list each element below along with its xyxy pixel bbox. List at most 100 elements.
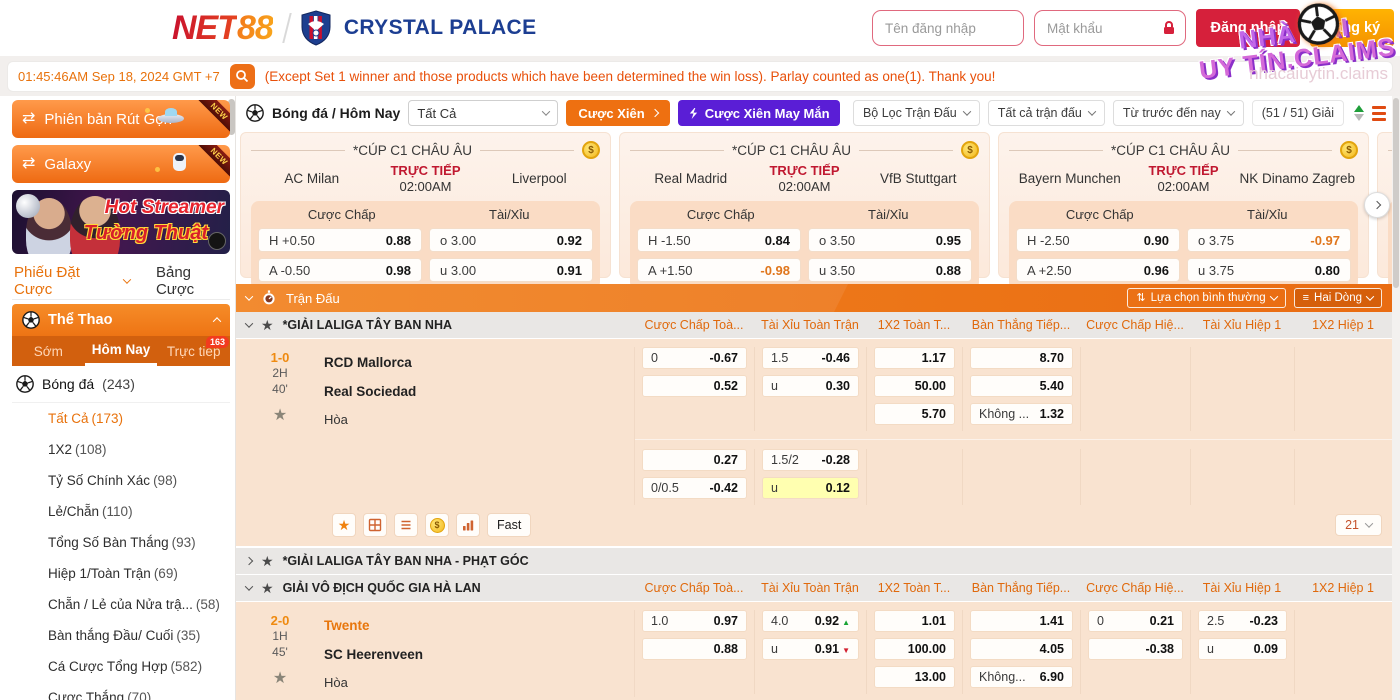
collapse-chevron-icon[interactable] — [244, 292, 254, 301]
sidebar-item[interactable]: Cá Cược Tổng Hợp (582) — [48, 659, 203, 674]
home-team[interactable]: RCD Mallorca — [324, 355, 412, 370]
odds-cell[interactable]: -0.38 — [1088, 638, 1183, 660]
tab-bet-board[interactable]: Bảng Cược — [155, 263, 195, 298]
odds-cell[interactable]: 0 0.21 — [1088, 610, 1183, 632]
league-star-icon[interactable]: ★ — [261, 579, 274, 596]
lucky-parlay-button[interactable]: Cược Xiên May Mắn — [677, 100, 840, 126]
expand-chevron-icon[interactable] — [244, 582, 254, 591]
home-team[interactable]: Twente — [324, 618, 370, 633]
time-range-dropdown[interactable]: Từ trước đến nay — [1112, 100, 1244, 126]
odds-cell[interactable]: A +1.50 -0.98 — [637, 258, 801, 283]
odds-cell[interactable]: Không ... 1.32 — [970, 403, 1073, 425]
odds-cell[interactable]: H +0.50 0.88 — [258, 228, 422, 253]
page-scrollbar[interactable] — [1392, 96, 1400, 700]
away-team[interactable]: Real Sociedad — [324, 384, 417, 399]
subtab-Sớm[interactable]: Sớm — [33, 343, 63, 359]
odds-cell[interactable]: u 3.75 0.80 — [1187, 258, 1351, 283]
search-button[interactable] — [229, 63, 255, 89]
tab-bet-slip[interactable]: Phiếu Đặt Cược — [12, 264, 132, 298]
normal-selection-dropdown[interactable]: ⇅ Lựa chọn bình thường — [1127, 288, 1286, 308]
odds-cell[interactable]: o 3.75 -0.97 — [1187, 228, 1351, 253]
username-input[interactable] — [872, 10, 1024, 46]
parlay-button[interactable]: Cược Xiên — [566, 100, 670, 126]
away-team[interactable]: SC Heerenveen — [324, 647, 424, 662]
subtab-Hôm Nay[interactable]: Hôm Nay — [84, 336, 158, 366]
league-header[interactable]: ★ *GIẢI LALIGA TÂY BAN NHA Cược Chấp Toà… — [236, 312, 1392, 338]
markets-list-button[interactable] — [394, 513, 418, 537]
odds-cell[interactable]: 4.05 — [970, 638, 1073, 660]
sidebar-item[interactable]: Chẵn / Lẻ của Nửa trậ... (58) — [48, 597, 220, 612]
odds-cell[interactable]: 1.01 — [874, 610, 955, 632]
two-rows-dropdown[interactable]: ≡ Hai Dòng — [1293, 288, 1382, 308]
odds-cell[interactable]: u 0.09 — [1198, 638, 1287, 660]
sidebar-item[interactable]: Cược Thắng (70) — [48, 690, 152, 700]
odds-cell[interactable]: 50.00 — [874, 375, 955, 397]
odds-cell[interactable]: u 3.00 0.91 — [429, 258, 593, 283]
odds-cell[interactable]: 5.40 — [970, 375, 1073, 397]
odds-cell[interactable]: u 3.50 0.88 — [808, 258, 972, 283]
favorite-star-button[interactable]: ★ — [332, 513, 356, 537]
subtab-Trực tiếp[interactable]: Trực tiếp 163 — [157, 336, 230, 366]
market-count-select[interactable]: 21 — [1335, 514, 1382, 536]
sidebar-item[interactable]: Bàn thắng Đầu/ Cuối (35) — [48, 628, 201, 643]
register-button[interactable]: Đăng ký — [1310, 9, 1394, 47]
odds-cell[interactable]: 1.5 -0.46 — [762, 347, 859, 369]
odds-cell[interactable]: 0 -0.67 — [642, 347, 747, 369]
odds-cell[interactable]: 8.70 — [970, 347, 1073, 369]
odds-cell[interactable]: u 0.12 — [762, 477, 859, 499]
galaxy-banner[interactable]: ⇄ Galaxy NEW — [12, 145, 230, 183]
cashout-coin-button[interactable]: $ — [425, 513, 449, 537]
league-star-icon[interactable]: ★ — [261, 552, 274, 569]
league-select[interactable]: Tất Cả — [408, 100, 559, 126]
odds-cell[interactable]: A +2.50 0.96 — [1016, 258, 1180, 283]
odds-cell[interactable]: 4.0 0.92 ▲ — [762, 610, 859, 632]
odds-cell[interactable]: o 3.00 0.92 — [429, 228, 593, 253]
sidebar-item[interactable]: 1X2 (108) — [48, 442, 107, 457]
odds-cell[interactable]: 0.88 — [642, 638, 747, 660]
password-input[interactable] — [1034, 10, 1186, 46]
sidebar-item[interactable]: Tổng Số Bàn Thắng (93) — [48, 535, 196, 550]
fast-bet-button[interactable]: Fast — [487, 513, 532, 537]
expand-chevron-icon[interactable] — [244, 556, 254, 566]
odds-cell[interactable]: 100.00 — [874, 638, 955, 660]
odds-cell[interactable]: A -0.50 0.98 — [258, 258, 422, 283]
all-matches-dropdown[interactable]: Tất cả trận đấu — [987, 100, 1105, 126]
odds-cell[interactable]: 1.5/2 -0.28 — [762, 449, 859, 471]
featured-match-card[interactable]: *CÚP C1 CHÂU ÂU $ Bayern Munchen TRỰC TI… — [998, 132, 1369, 291]
compact-version-banner[interactable]: ⇄ Phiên bản Rút Gọn NEW — [12, 100, 230, 138]
sports-section-header[interactable]: Thể Thao — [12, 304, 230, 336]
expand-chevron-icon[interactable] — [244, 319, 254, 328]
league-header[interactable]: ★ *GIẢI LALIGA TÂY BAN NHA - PHẠT GÓC — [236, 548, 1392, 574]
odds-cell[interactable]: 1.41 — [970, 610, 1073, 632]
featured-match-card[interactable]: *CÚP C1 CHÂU ÂU $ AC Milan TRỰC TIẾP 02:… — [240, 132, 611, 291]
net88-logo[interactable]: NET88 — [172, 9, 274, 47]
sidebar-item[interactable]: Tất Cả (173) — [48, 411, 124, 426]
odds-cell[interactable]: o 3.50 0.95 — [808, 228, 972, 253]
odds-cell[interactable]: u 0.30 — [762, 375, 859, 397]
favorite-star-icon[interactable]: ★ — [272, 407, 288, 424]
settings-menu-icon[interactable] — [1372, 105, 1386, 121]
sidebar-item[interactable]: Lẻ/Chẵn (110) — [48, 504, 133, 519]
odds-cell[interactable]: H -1.50 0.84 — [637, 228, 801, 253]
stats-button[interactable] — [456, 513, 480, 537]
sidebar-item[interactable]: Tỷ Số Chính Xác (98) — [48, 473, 178, 488]
odds-cell[interactable]: 5.70 — [874, 403, 955, 425]
pitch-view-button[interactable] — [363, 513, 387, 537]
odds-cell[interactable]: 13.00 — [874, 666, 955, 688]
league-header[interactable]: ★ GIẢI VÔ ĐỊCH QUỐC GIA HÀ LAN Cược Chấp… — [236, 575, 1392, 601]
favorite-star-icon[interactable]: ★ — [272, 670, 288, 687]
odds-cell[interactable]: H -2.50 0.90 — [1016, 228, 1180, 253]
sidebar-item[interactable]: Hiệp 1/Toàn Trận (69) — [48, 566, 178, 581]
sidebar-sport-football[interactable]: Bóng đá (243) — [12, 366, 230, 403]
league-star-icon[interactable]: ★ — [261, 316, 274, 333]
odds-cell[interactable]: 0/0.5 -0.42 — [642, 477, 747, 499]
odds-cell[interactable]: 0.52 — [642, 375, 747, 397]
login-button[interactable]: Đăng nhập — [1196, 9, 1300, 47]
odds-cell[interactable]: 2.5 -0.23 — [1198, 610, 1287, 632]
odds-cell[interactable]: Không... 6.90 — [970, 666, 1073, 688]
next-cards-button[interactable] — [1364, 192, 1390, 218]
match-filter-dropdown[interactable]: Bộ Lọc Trận Đấu — [852, 100, 980, 126]
odds-cell[interactable]: 1.0 0.97 — [642, 610, 747, 632]
featured-match-card[interactable]: *CÚP C1 CHÂU ÂU $ Real Madrid TRỰC TIẾP … — [619, 132, 990, 291]
sidebar-scrollbar[interactable] — [228, 99, 235, 135]
